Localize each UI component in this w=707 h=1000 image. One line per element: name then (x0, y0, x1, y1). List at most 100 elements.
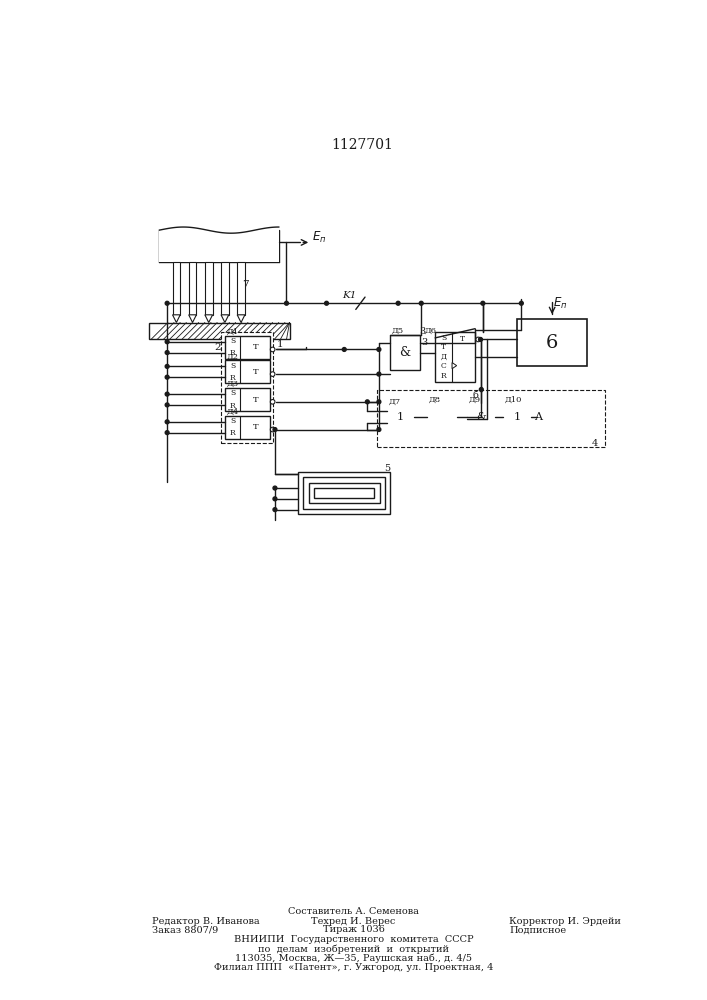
Bar (378, 389, 604, 447)
Text: T: T (253, 343, 259, 351)
Bar (225, 388, 269, 411)
Text: Техред И. Верес: Техред И. Верес (311, 916, 396, 926)
Text: 3: 3 (421, 338, 428, 347)
Text: 1127701: 1127701 (331, 138, 393, 152)
Bar (303, 477, 385, 509)
Text: A: A (534, 412, 542, 422)
Circle shape (366, 400, 369, 404)
Circle shape (377, 372, 381, 376)
Text: R: R (440, 372, 446, 380)
Bar (309, 483, 380, 503)
Bar (225, 336, 269, 359)
Bar (173, 262, 180, 315)
Text: 1: 1 (397, 412, 404, 422)
Bar (298, 472, 390, 514)
Circle shape (273, 428, 277, 431)
Text: $E_{п}$: $E_{п}$ (553, 296, 567, 311)
Text: Д5: Д5 (392, 327, 404, 335)
Text: Тираж 1036: Тираж 1036 (322, 926, 385, 934)
Circle shape (165, 375, 169, 379)
Circle shape (284, 301, 288, 305)
Polygon shape (238, 315, 245, 323)
Circle shape (377, 348, 381, 351)
Bar (518, 319, 587, 366)
Text: C: C (440, 362, 446, 370)
Text: Составитель А. Семенова: Составитель А. Семенова (288, 908, 419, 916)
Bar (387, 405, 414, 430)
Circle shape (377, 428, 381, 431)
Text: &: & (477, 412, 486, 422)
Text: S: S (230, 389, 235, 397)
Circle shape (165, 340, 169, 344)
Circle shape (476, 337, 481, 342)
Text: Д10: Д10 (504, 396, 522, 404)
Polygon shape (189, 315, 197, 323)
Bar (221, 262, 229, 315)
Circle shape (165, 403, 169, 407)
Circle shape (481, 301, 485, 305)
Circle shape (479, 338, 482, 341)
Text: Филиал ППП  «Патент», г. Ужгород, ул. Проектная, 4: Филиал ППП «Патент», г. Ужгород, ул. Про… (214, 962, 493, 972)
Bar (149, 323, 290, 339)
Circle shape (165, 431, 169, 435)
Text: Редактор В. Иванова: Редактор В. Иванова (152, 916, 259, 926)
Bar (467, 403, 495, 431)
Circle shape (273, 486, 277, 490)
Circle shape (165, 420, 169, 424)
Circle shape (273, 508, 277, 512)
Polygon shape (452, 363, 457, 369)
Bar (221, 332, 274, 443)
Polygon shape (173, 315, 180, 323)
Text: 1: 1 (277, 340, 284, 349)
Text: S: S (230, 417, 235, 425)
Circle shape (396, 301, 400, 305)
Circle shape (165, 392, 169, 396)
Text: R: R (230, 374, 235, 382)
Bar (225, 416, 269, 439)
Text: Д9: Д9 (469, 396, 481, 404)
Bar (503, 403, 530, 431)
Circle shape (377, 400, 381, 404)
Text: T: T (253, 396, 259, 404)
Bar (238, 262, 245, 315)
Bar (390, 335, 420, 370)
Text: S: S (230, 362, 235, 370)
Text: S: S (441, 334, 446, 342)
Text: S: S (230, 337, 235, 345)
Circle shape (270, 372, 275, 376)
Text: Д3: Д3 (226, 380, 238, 388)
Text: 1: 1 (513, 412, 520, 422)
Circle shape (479, 388, 483, 391)
Circle shape (270, 347, 275, 352)
Polygon shape (205, 315, 213, 323)
Text: R: R (230, 402, 235, 410)
Polygon shape (221, 315, 229, 323)
Text: 5: 5 (385, 464, 390, 473)
Circle shape (165, 351, 169, 354)
Bar (189, 262, 197, 315)
Circle shape (270, 400, 275, 404)
Text: Подписное: Подписное (509, 926, 566, 934)
Text: T: T (253, 423, 259, 431)
Circle shape (325, 301, 329, 305)
Text: Заказ 8807/9: Заказ 8807/9 (152, 926, 218, 934)
Bar (205, 262, 213, 315)
Bar (225, 360, 269, 383)
Text: Д2: Д2 (226, 352, 238, 360)
Text: Д7: Д7 (388, 398, 400, 406)
Text: $E_{п}$: $E_{п}$ (312, 229, 326, 245)
Text: 113035, Москва, Ж—35, Раушская наб., д. 4/5: 113035, Москва, Ж—35, Раушская наб., д. … (235, 953, 472, 963)
Text: 3: 3 (420, 327, 426, 336)
Bar (160, 230, 279, 262)
Bar (314, 488, 374, 498)
Circle shape (165, 301, 169, 305)
Circle shape (165, 364, 169, 368)
Text: R: R (230, 429, 235, 437)
Bar (435, 332, 475, 382)
Text: по  делам  изобретений  и  открытий: по делам изобретений и открытий (258, 944, 449, 954)
Bar (428, 403, 457, 431)
Circle shape (270, 427, 275, 432)
Circle shape (520, 301, 523, 305)
Text: T: T (441, 343, 446, 351)
Circle shape (419, 301, 423, 305)
